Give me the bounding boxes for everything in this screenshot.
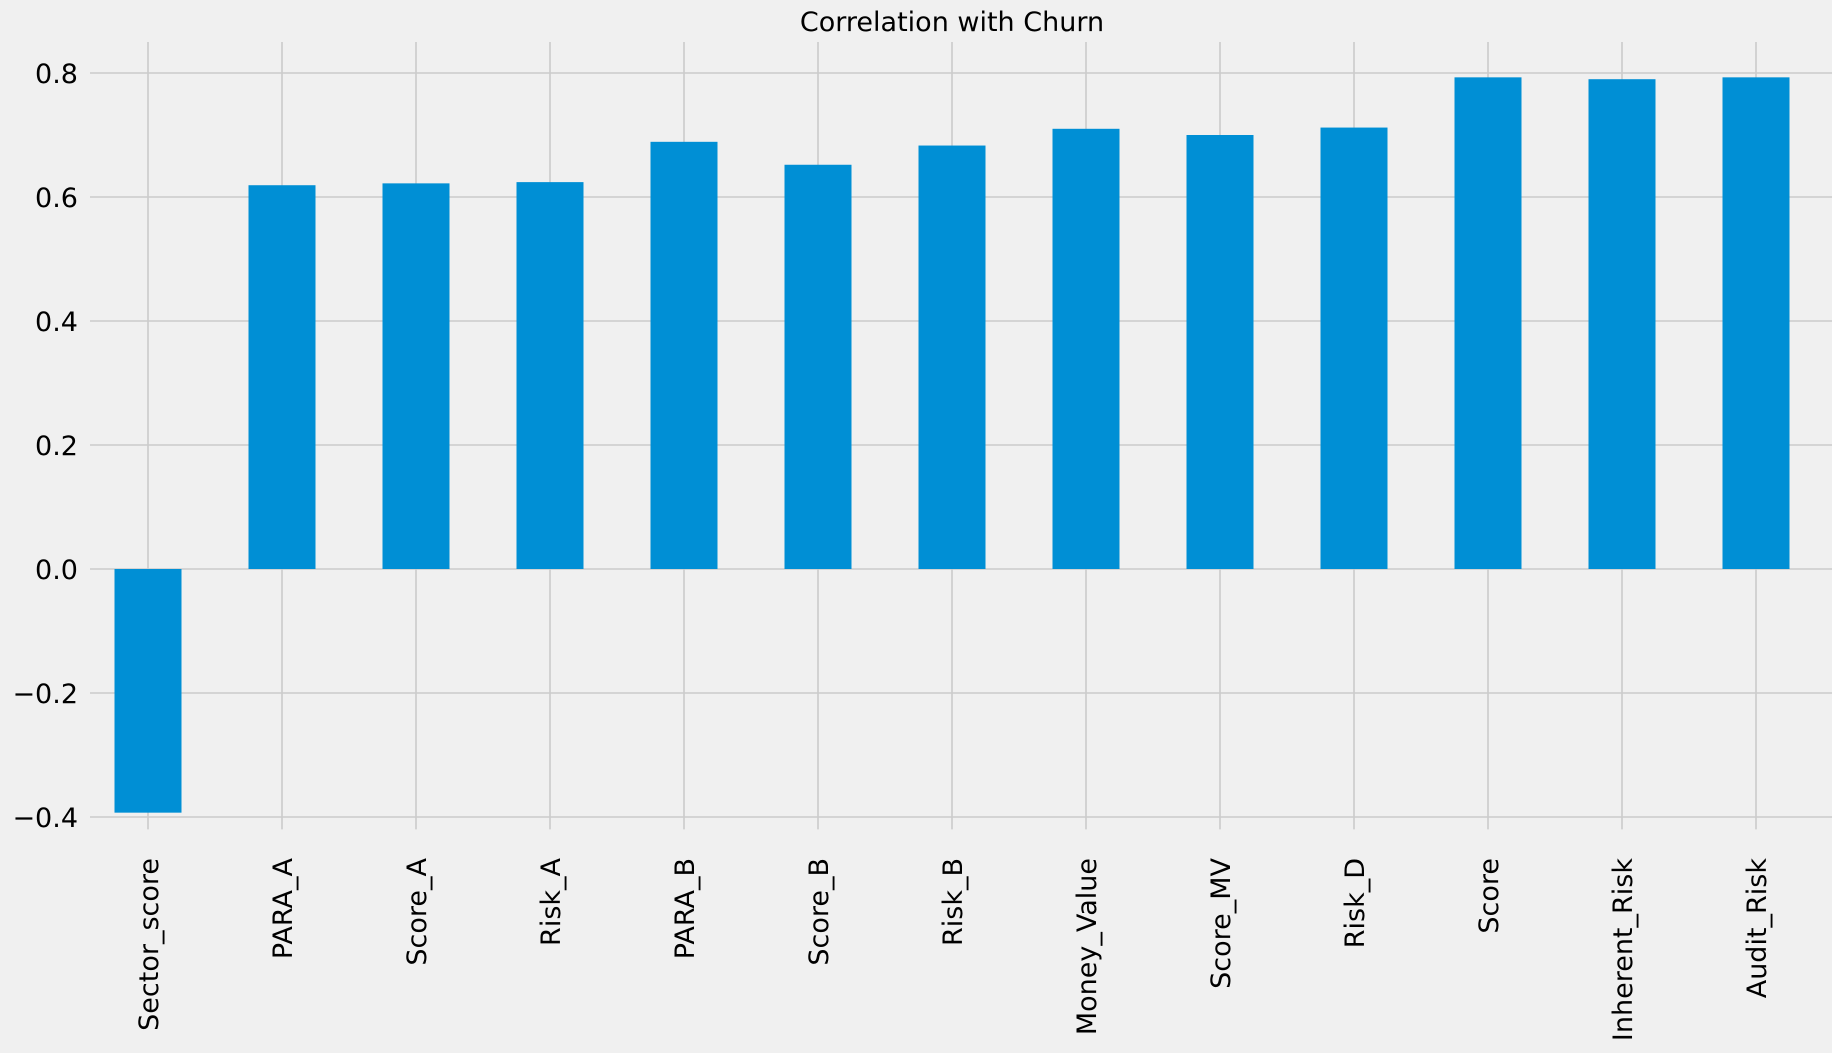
bar-risk-d [1320, 127, 1388, 569]
bar-sector-score [114, 569, 182, 813]
x-tick-label: Risk_A [536, 857, 567, 945]
x-tick-label: Score_MV [1206, 857, 1237, 988]
bar-risk-b [918, 145, 986, 570]
x-tick-label: Score_B [804, 858, 835, 966]
x-tick-label: Risk_D [1340, 858, 1371, 948]
y-tick-label: 0.4 [35, 307, 78, 338]
bar-score-a [382, 183, 450, 570]
bar-score-b [784, 164, 852, 569]
chart-title: Correlation with Churn [800, 7, 1104, 38]
bars [114, 77, 1790, 813]
y-tick-label: 0.2 [35, 431, 78, 462]
x-tick-label: Risk_B [938, 858, 969, 946]
x-tick-label: Inherent_Risk [1608, 858, 1639, 1041]
y-tick-label: −0.2 [12, 679, 78, 710]
bar-money-value [1052, 128, 1120, 570]
x-tick-label: PARA_A [268, 857, 299, 959]
x-tick-label: Sector_score [134, 858, 165, 1031]
bar-inherent-risk [1588, 79, 1656, 569]
y-tick-label: 0.6 [35, 183, 78, 214]
x-axis-ticks: Sector_score PARA_A Score_A Risk_A PARA_B Sco… [134, 857, 1773, 1041]
bar-para-b [650, 141, 718, 569]
y-axis-ticks: −0.4 −0.2 0.0 0.2 0.4 0.6 0.8 [12, 59, 78, 834]
x-tick-label: Score [1474, 858, 1505, 934]
bar-score [1454, 77, 1522, 569]
bar-risk-a [516, 182, 584, 569]
y-tick-label: −0.4 [12, 803, 78, 834]
x-tick-label: Score_A [402, 857, 433, 965]
bar-score-mv [1186, 135, 1254, 569]
y-tick-label: 0.0 [35, 555, 78, 586]
bar-para-a [248, 185, 316, 569]
y-tick-label: 0.8 [35, 59, 78, 90]
x-tick-label: PARA_B [670, 858, 701, 959]
x-tick-label: Money_Value [1072, 858, 1103, 1035]
x-tick-label: Audit_Risk [1742, 858, 1773, 999]
bar-audit-risk [1722, 77, 1790, 569]
